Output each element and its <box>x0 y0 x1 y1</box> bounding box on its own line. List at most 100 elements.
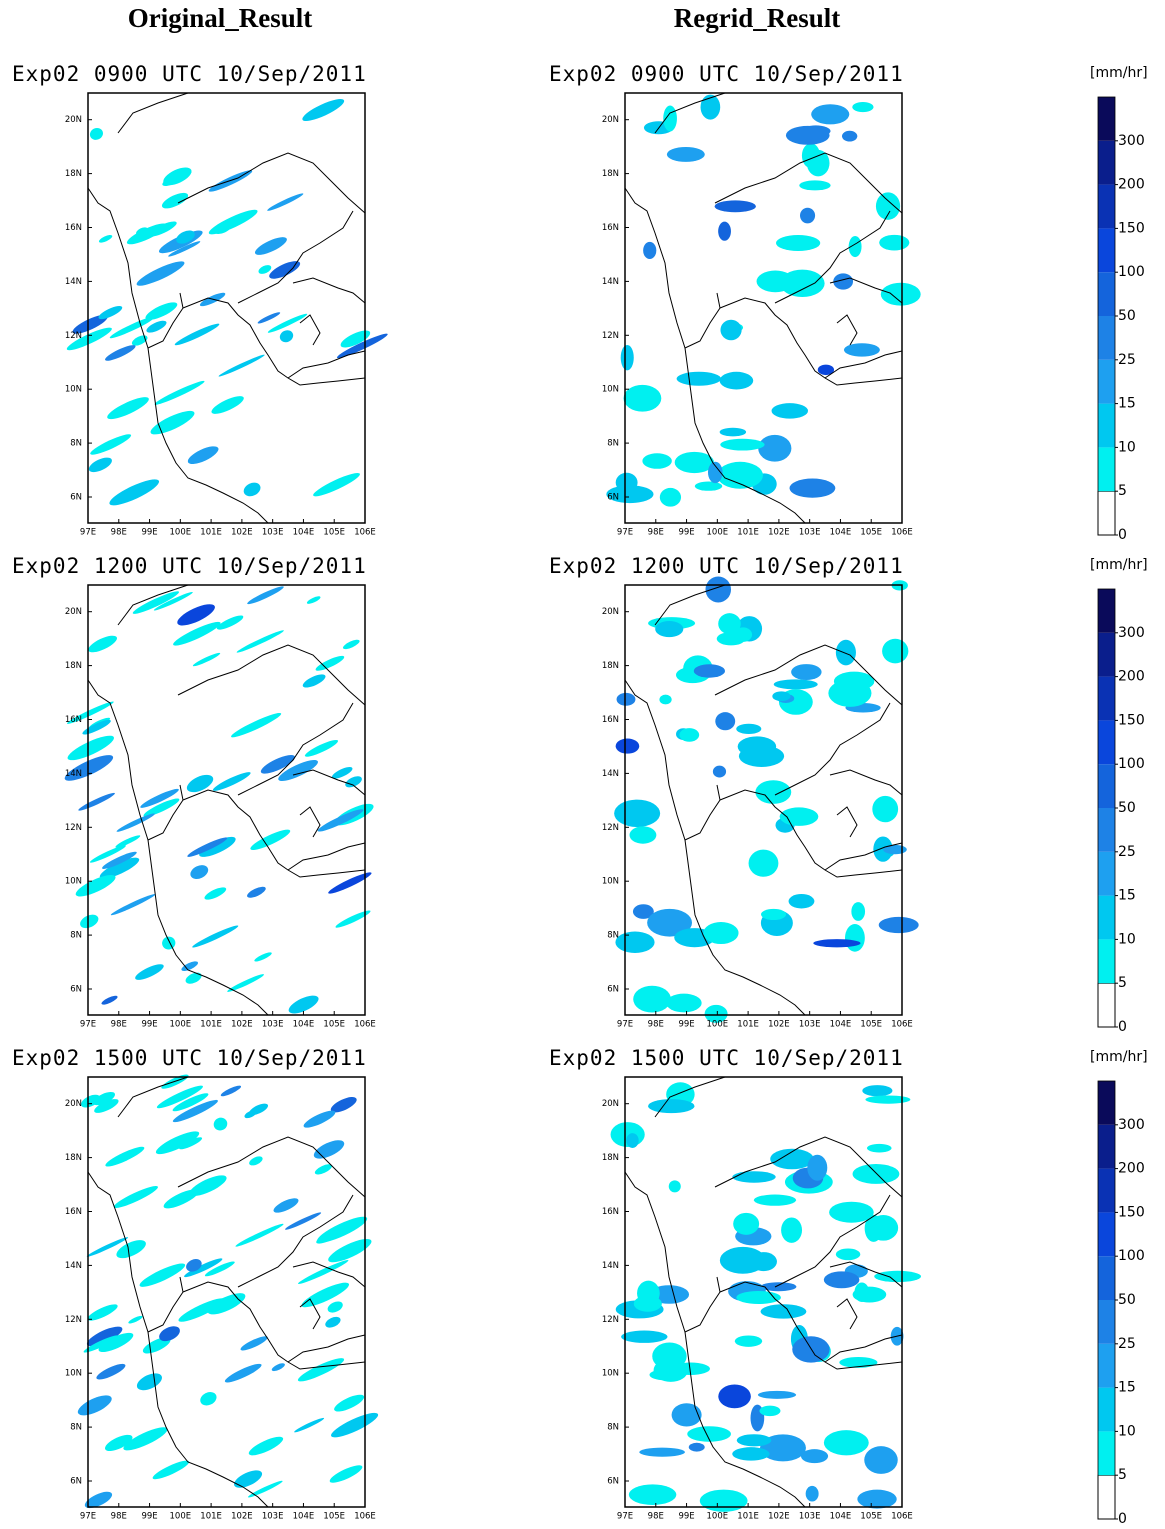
map-frame <box>624 92 903 524</box>
border-line <box>177 644 366 706</box>
rain-area <box>313 472 360 497</box>
rain-area <box>279 330 294 343</box>
colorbar-label: 200 <box>1118 1161 1145 1177</box>
rain-area <box>258 265 272 274</box>
rain-area <box>755 780 792 804</box>
rain-area <box>115 835 141 848</box>
map-panel <box>614 576 919 1023</box>
colorbar-segment <box>1098 589 1115 633</box>
rain-area <box>116 1240 146 1259</box>
rain-area <box>653 1358 688 1382</box>
rain-area <box>875 192 901 220</box>
lat-tick-label: 10N <box>65 877 82 887</box>
border-line <box>824 842 903 871</box>
rain-area <box>799 180 831 191</box>
rain-area <box>629 826 657 844</box>
lat-tick-label: 10N <box>602 1369 619 1379</box>
rain-area <box>748 849 779 877</box>
border-line <box>719 297 903 386</box>
border-line <box>287 1334 366 1363</box>
rain-area <box>159 1326 180 1342</box>
border-line <box>147 784 184 841</box>
rain-area <box>331 767 353 779</box>
rain-area <box>325 1316 341 1328</box>
lon-tick-label: 103E <box>799 528 821 538</box>
lat-tick-label: 20N <box>602 1099 619 1109</box>
rain-area <box>123 1427 168 1451</box>
lon-tick-label: 106E <box>354 1020 376 1030</box>
rain-area <box>240 1336 268 1351</box>
rain-area <box>659 487 682 507</box>
rain-area <box>615 931 655 953</box>
rain-area <box>801 143 821 169</box>
colorbar-segment <box>1098 939 1115 984</box>
rain-area <box>75 874 116 897</box>
rain-area <box>192 652 221 667</box>
rain-area <box>828 679 872 707</box>
lat-tick-label: 6N <box>70 985 82 995</box>
colorbar-segment <box>1098 272 1115 316</box>
rain-area <box>771 403 809 419</box>
rain-area <box>131 335 148 346</box>
colorbar-segment <box>1098 228 1115 273</box>
rain-area <box>712 765 727 778</box>
rain-area <box>688 1442 705 1452</box>
rain-area <box>148 221 177 237</box>
rain-area <box>621 1330 668 1343</box>
border-line <box>836 806 858 838</box>
colorbar-segment <box>1098 447 1115 492</box>
panel-title: Exp02 1500 UTC 10/Sep/2011 <box>12 1046 367 1070</box>
rain-area <box>267 193 304 211</box>
rain-area <box>317 1216 368 1243</box>
rain-area <box>873 836 893 862</box>
lat-tick-label: 12N <box>602 331 619 341</box>
rain-area <box>174 323 220 346</box>
rain-area <box>135 964 164 980</box>
colorbar-label: 5 <box>1118 1467 1127 1483</box>
border-line <box>774 702 891 796</box>
lat-tick-label: 18N <box>65 169 82 179</box>
colorbar-segment <box>1097 1474 1116 1520</box>
rain-area <box>146 320 167 333</box>
rain-area <box>302 674 326 688</box>
rain-area <box>717 461 763 489</box>
border-line <box>719 789 903 878</box>
rain-area <box>736 723 762 734</box>
rain-area <box>813 939 861 948</box>
rain-area <box>772 691 791 702</box>
map-background <box>88 585 365 1015</box>
lat-tick-label: 6N <box>607 1477 619 1487</box>
lat-tick-label: 20N <box>602 607 619 617</box>
rain-area <box>737 736 777 757</box>
rain-area <box>128 1315 143 1324</box>
rain-area <box>267 313 308 333</box>
rain-area <box>220 1085 242 1097</box>
border-line <box>147 292 184 349</box>
lon-tick-label: 104E <box>293 1512 315 1522</box>
rain-area <box>872 795 899 823</box>
border-line <box>117 584 189 626</box>
lon-tick-label: 102E <box>768 528 790 538</box>
lon-tick-label: 106E <box>891 1512 913 1522</box>
colorbar-segment <box>1098 632 1115 677</box>
lat-tick-label: 10N <box>65 385 82 395</box>
colorbar-segment <box>1098 851 1115 896</box>
border-line <box>287 842 366 871</box>
colorbar-segment <box>1097 490 1116 536</box>
colorbar-segment <box>1098 140 1115 185</box>
rain-area <box>719 371 754 390</box>
map-panel <box>606 92 921 524</box>
rain-area <box>865 1095 911 1104</box>
rain-area <box>705 576 732 603</box>
lon-tick-label: 99E <box>141 1512 157 1522</box>
rain-area <box>187 446 219 464</box>
colorbar-label: 10 <box>1118 439 1136 455</box>
lon-tick-label: 99E <box>141 1020 157 1030</box>
border-line <box>824 1334 903 1363</box>
lat-tick-label: 14N <box>602 769 619 779</box>
lat-tick-label: 10N <box>65 1369 82 1379</box>
colorbar-label: 0 <box>1118 527 1127 543</box>
lon-tick-label: 98E <box>111 1020 127 1030</box>
lat-tick-label: 12N <box>65 823 82 833</box>
rain-area <box>760 1304 807 1319</box>
